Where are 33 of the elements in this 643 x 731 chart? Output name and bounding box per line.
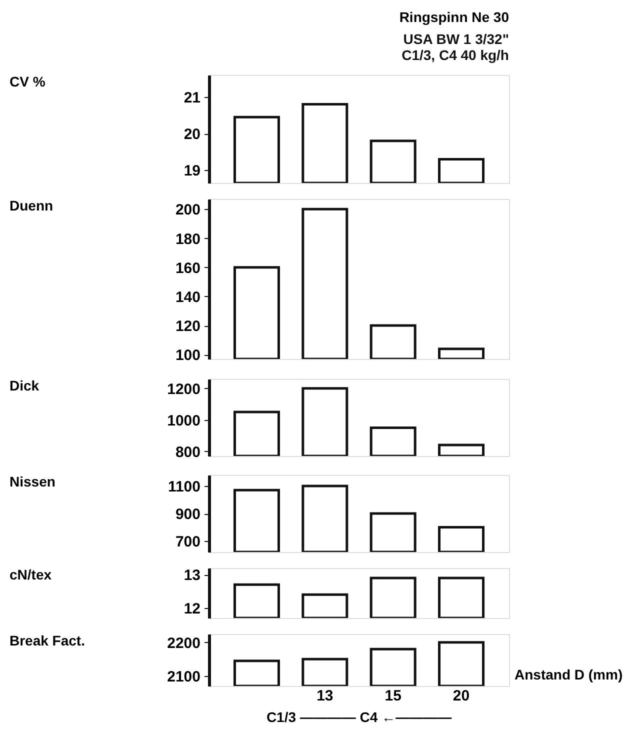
y-tick-label: 2100 xyxy=(167,668,200,686)
chart-subtitle: USA BW 1 3/32" xyxy=(403,31,509,47)
x-tick-label: 13 xyxy=(316,688,334,704)
y-tick-label: 21 xyxy=(184,89,200,106)
text: C1/3, C4 40 kg/h xyxy=(402,47,509,63)
y-tick-label: 120 xyxy=(175,318,200,336)
y-axis-title: Break Fact. xyxy=(10,632,85,648)
y-axis-title: CV % xyxy=(10,74,46,90)
y-tick-label: 1200 xyxy=(167,380,200,398)
y-tick-label: 140 xyxy=(175,288,200,306)
y-axis-title: Duenn xyxy=(10,198,54,214)
y-tick-label: 700 xyxy=(175,534,200,550)
y-tick-label: 20 xyxy=(184,126,200,144)
y-axis-title: Dick xyxy=(10,378,40,394)
y-tick-label: 180 xyxy=(175,230,200,248)
x-axis-title: Anstand D (mm) xyxy=(514,666,623,682)
y-tick-label: 13 xyxy=(184,567,200,584)
x-tick-label: 15 xyxy=(384,688,402,704)
y-axis-title: Nissen xyxy=(10,474,56,490)
y-tick-label: 200 xyxy=(175,202,200,219)
text: C1/3 ———— C4 ←———— xyxy=(266,709,452,725)
y-tick-label: 12 xyxy=(184,600,200,618)
x-tick-label: 20 xyxy=(452,688,470,704)
y-axis-title: cN/tex xyxy=(10,566,52,582)
y-tick-label: 100 xyxy=(175,347,200,364)
y-tick-label: 2200 xyxy=(167,634,200,652)
y-tick-label: 900 xyxy=(175,506,200,523)
chart-title: Ringspinn Ne 30 xyxy=(399,9,510,25)
y-tick-label: 19 xyxy=(184,162,200,180)
y-tick-label: 160 xyxy=(175,260,200,277)
y-tick-label: 800 xyxy=(175,444,200,461)
y-tick-label: 1000 xyxy=(167,412,200,430)
y-tick-label: 1100 xyxy=(168,478,200,496)
